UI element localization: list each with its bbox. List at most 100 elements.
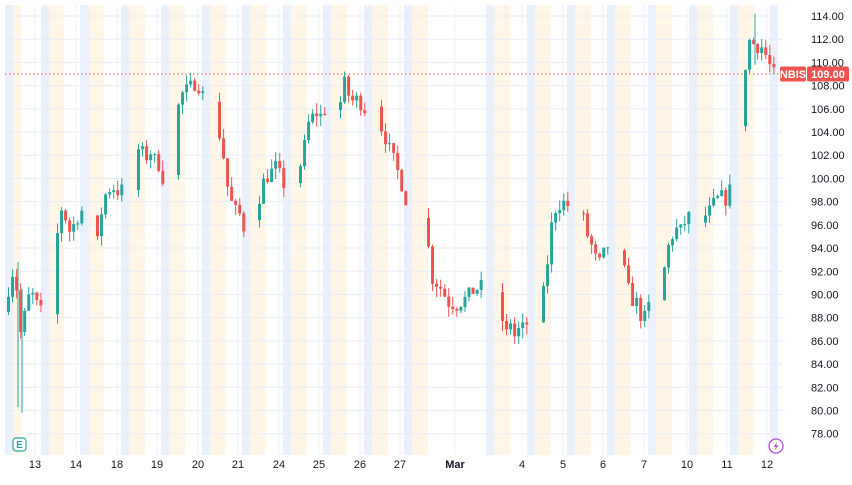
candle-body — [303, 140, 307, 167]
candle-body — [238, 204, 242, 214]
pre-market-band — [169, 5, 185, 455]
candle-body — [100, 214, 104, 237]
candle-body — [728, 184, 732, 206]
post-market-band — [567, 5, 575, 455]
y-tick-label: 106.00 — [811, 104, 845, 116]
candle-body — [431, 246, 435, 284]
y-tick-label: 110.00 — [811, 57, 844, 69]
candle-body — [558, 209, 562, 214]
symbol-tag — [780, 66, 806, 82]
candle-body — [772, 64, 776, 68]
candle-body — [768, 54, 772, 65]
candle-body — [27, 294, 31, 311]
x-tick-label: 7 — [641, 459, 647, 471]
candle-body — [627, 265, 631, 284]
candle-body — [351, 95, 355, 101]
post-market-band — [527, 5, 535, 455]
pre-market-band — [738, 5, 754, 455]
post-market-band — [323, 5, 331, 455]
candle-body — [598, 253, 602, 258]
candle-body — [181, 92, 185, 105]
pre-market-band — [13, 5, 21, 455]
candle-body — [193, 80, 197, 91]
candle-body — [675, 227, 679, 240]
x-tick-label: 4 — [519, 459, 525, 471]
last-price-tag — [807, 66, 849, 82]
candle-body — [467, 287, 471, 297]
candle-body — [631, 283, 635, 307]
candle-body — [542, 286, 545, 323]
candle-body — [299, 166, 302, 184]
x-tick-label: 18 — [111, 459, 123, 471]
candle-body — [64, 210, 68, 221]
x-tick-label: 21 — [232, 459, 244, 471]
y-tick-label: 114.00 — [811, 11, 844, 23]
candle-body — [234, 200, 238, 205]
post-market-band — [770, 5, 778, 455]
candle-body — [226, 158, 230, 187]
pre-market-band — [535, 5, 551, 455]
candle-body — [347, 76, 351, 96]
candle-body — [463, 296, 467, 307]
x-tick-label: 6 — [600, 459, 606, 471]
candle-body — [197, 90, 201, 94]
candle-body — [756, 43, 760, 54]
y-tick-label: 88.00 — [811, 313, 839, 325]
candle-body — [404, 191, 408, 206]
candle-body — [550, 222, 554, 265]
x-axis[interactable]: 13 14 18 19 20 21 24 25 26 27 Mar 4 5 6 7 10 11 12 — [29, 459, 773, 471]
candle-body — [189, 80, 193, 85]
candle-body — [475, 289, 479, 294]
candle-body — [137, 149, 140, 191]
grid — [5, 5, 782, 455]
pre-market-band — [656, 5, 672, 455]
candle-body — [562, 200, 566, 210]
candle-body — [11, 276, 15, 297]
pre-market-band — [129, 5, 145, 455]
candle-body — [266, 178, 270, 182]
candle-body — [60, 210, 64, 233]
candle-body — [687, 212, 691, 224]
candle-body — [315, 113, 319, 117]
candle-body — [708, 205, 712, 216]
candle-body — [546, 264, 550, 287]
candle-body — [39, 300, 43, 306]
candle-body — [509, 323, 513, 330]
candle-body — [594, 244, 598, 254]
candle-body — [525, 322, 529, 325]
candle-body — [23, 310, 27, 332]
candle-body — [513, 323, 517, 337]
y-tick-label: 104.00 — [811, 127, 845, 139]
candle-body — [157, 154, 161, 171]
x-tick-label: 13 — [29, 459, 41, 471]
candle-body — [517, 327, 521, 337]
candle-body — [278, 161, 282, 169]
y-tick-label: 94.00 — [811, 243, 839, 255]
candle-body — [479, 279, 483, 290]
x-tick-label: 12 — [761, 459, 773, 471]
candle-body — [602, 247, 606, 258]
y-tick-label: 102.00 — [811, 150, 845, 162]
candle-body — [720, 190, 724, 197]
y-axis[interactable]: 78.00 80.00 82.00 84.00 86.00 88.00 90.00 92.00… — [783, 0, 845, 485]
earnings-e-icon[interactable]: E — [12, 437, 27, 452]
post-market-band — [607, 5, 615, 455]
post-market-band — [486, 5, 494, 455]
candle-body — [201, 91, 205, 94]
candle-body — [72, 223, 76, 232]
candle-body — [590, 236, 594, 245]
candle-body — [639, 297, 643, 321]
y-tick-label: 86.00 — [811, 336, 839, 348]
x-tick-label: 5 — [560, 459, 566, 471]
candle-body — [230, 186, 234, 201]
candle-body — [451, 306, 455, 309]
candle-body — [716, 196, 720, 198]
candle-body — [80, 210, 84, 224]
candle-body — [104, 194, 108, 215]
candle-body — [56, 232, 59, 315]
y-tick-label: 82.00 — [811, 382, 839, 394]
post-market-band — [5, 5, 13, 455]
lightning-icon[interactable] — [768, 438, 784, 454]
